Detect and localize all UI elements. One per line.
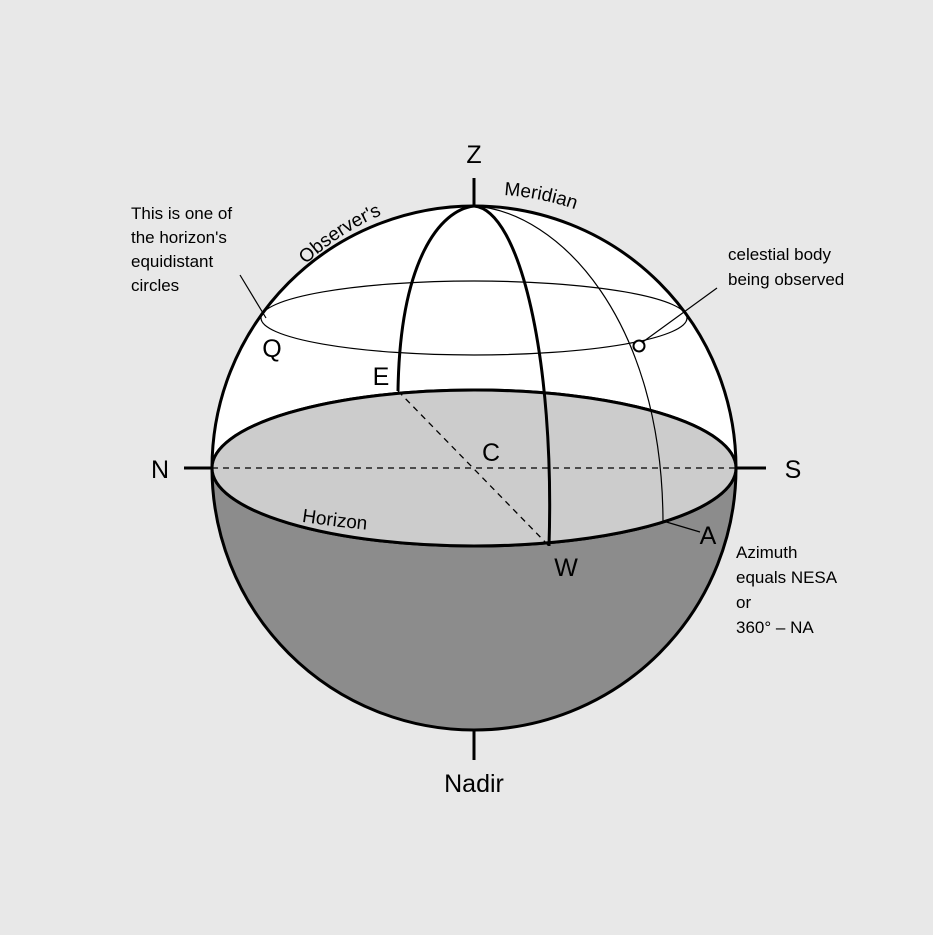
east-west-line [397, 390, 550, 547]
azimuth-leader [662, 520, 701, 533]
zenith-label: Z [466, 141, 481, 169]
azimuth-point-label: A [700, 522, 717, 550]
north-label: N [151, 456, 169, 484]
prime-vertical [396, 204, 552, 547]
celestial-body-marker [632, 339, 646, 353]
center-label: C [482, 439, 500, 467]
nadir-label: Nadir [444, 770, 504, 798]
west-label: W [554, 554, 578, 582]
celestial-body-annotation: celestial body being observed [728, 245, 844, 289]
vertical-circle-through-body [473, 205, 664, 522]
azimuth-annotation: Azimuth equals NESA or 360° – NA [736, 543, 841, 637]
east-label: E [373, 363, 390, 391]
equidistant-circle [260, 280, 688, 356]
q-point-label: Q [262, 335, 281, 363]
south-label: S [785, 456, 802, 484]
equidistant-annotation: This is one of the horizon's equidistant… [131, 204, 237, 295]
body-leader [639, 287, 718, 345]
equidistant-leader [239, 274, 267, 319]
